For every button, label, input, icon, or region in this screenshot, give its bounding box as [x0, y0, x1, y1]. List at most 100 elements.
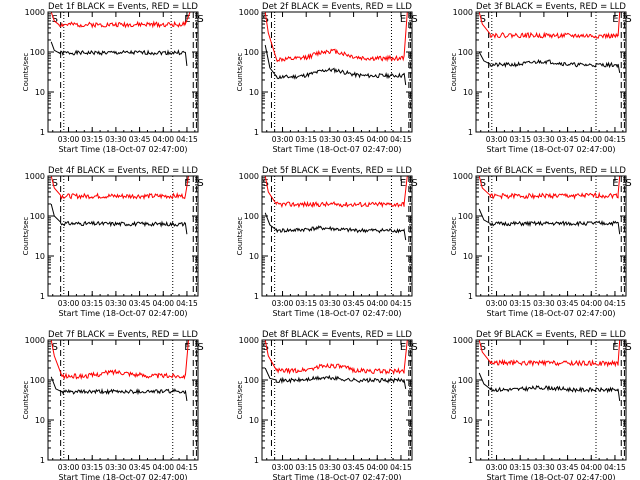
marker-e-label: E: [400, 14, 406, 25]
events-series-line: [50, 376, 188, 401]
events-series-line: [264, 212, 407, 241]
x-tick-label: 04:15: [390, 135, 412, 144]
x-tick-label: 03:00: [272, 463, 294, 472]
y-tick-label: 10: [463, 88, 473, 97]
detector-panel-8: Det 8f BLACK = Events, RED = LLD 1 10 100 10…: [236, 330, 418, 480]
x-tick-label: 04:00: [152, 463, 174, 472]
x-tick-label: 03:45: [129, 463, 151, 472]
x-tick-label: 03:30: [319, 463, 341, 472]
y-axis-label: Counts/sec: [22, 53, 30, 92]
lld-series-line: [264, 176, 408, 209]
y-tick-label: 10: [249, 88, 259, 97]
lld-series-line: [478, 176, 621, 200]
y-axis-label: Counts/sec: [236, 53, 244, 92]
y-axis-label: Counts/sec: [450, 53, 458, 92]
y-tick-label: 1: [468, 292, 473, 301]
y-tick-label: 1000: [239, 172, 259, 181]
x-tick-label: 03:15: [295, 299, 317, 308]
x-tick-label: 04:00: [580, 135, 602, 144]
y-tick-label: 100: [458, 376, 473, 385]
x-tick-label: 03:15: [509, 463, 531, 472]
lld-series-line: [50, 12, 191, 29]
y-axis-label: Counts/sec: [22, 217, 30, 256]
panel-title: Det 6f BLACK = Events, RED = LLD: [476, 166, 626, 176]
x-axis-label: Start Time (18-Oct-07 02:47:00): [58, 473, 187, 480]
lld-series-line: [264, 12, 408, 63]
x-axis-label: Start Time (18-Oct-07 02:47:00): [272, 145, 401, 154]
x-tick-label: 03:00: [272, 299, 294, 308]
y-tick-label: 1000: [25, 336, 45, 345]
y-axis-label: Counts/sec: [236, 217, 244, 256]
x-tick-label: 04:15: [604, 463, 626, 472]
x-tick-label: 03:45: [129, 299, 151, 308]
x-axis-label: Start Time (18-Oct-07 02:47:00): [272, 309, 401, 318]
x-tick-label: 03:45: [343, 299, 365, 308]
events-series-line: [478, 51, 621, 73]
marker-e-label: E: [612, 178, 618, 189]
marker-s-label: S: [262, 178, 268, 189]
y-tick-label: 1: [40, 128, 45, 137]
plot-frame: [261, 339, 413, 461]
lld-series-line: [264, 340, 408, 376]
plot-frame: [475, 175, 627, 297]
x-tick-label: 04:00: [580, 463, 602, 472]
panel-title: Det 4f BLACK = Events, RED = LLD: [48, 166, 198, 176]
y-tick-label: 100: [244, 48, 259, 57]
x-tick-label: 04:15: [390, 463, 412, 472]
y-tick-label: 100: [244, 376, 259, 385]
y-tick-label: 1000: [239, 336, 259, 345]
x-tick-label: 03:00: [58, 463, 80, 472]
y-tick-label: 1000: [25, 172, 45, 181]
y-tick-label: 10: [463, 252, 473, 261]
detector-panel-1: Det 1f BLACK = Events, RED = LLD 1 10 100 10…: [22, 2, 204, 154]
y-tick-label: 10: [463, 416, 473, 425]
x-tick-label: 04:15: [604, 299, 626, 308]
x-tick-label: 03:00: [486, 135, 508, 144]
y-tick-label: 1: [40, 456, 45, 465]
y-tick-label: 10: [249, 252, 259, 261]
panel-title: Det 3f BLACK = Events, RED = LLD: [476, 2, 626, 12]
x-tick-label: 03:45: [343, 135, 365, 144]
plot-frame: [261, 11, 413, 133]
x-tick-label: 04:15: [176, 463, 198, 472]
x-tick-label: 03:15: [81, 135, 103, 144]
detector-panel-3: Det 3f BLACK = Events, RED = LLD 1 10 100 10…: [450, 2, 632, 154]
y-axis-label: Counts/sec: [22, 381, 30, 420]
marker-s-label: S: [411, 178, 417, 189]
marker-s-label: S: [411, 342, 417, 353]
y-tick-label: 1: [468, 128, 473, 137]
x-tick-label: 04:00: [366, 299, 388, 308]
marker-s-label: S: [262, 14, 268, 25]
x-tick-label: 04:00: [366, 463, 388, 472]
y-axis-label: Counts/sec: [450, 217, 458, 256]
x-tick-label: 04:15: [176, 135, 198, 144]
marker-s-label: S: [197, 342, 203, 353]
panel-title: Det 2f BLACK = Events, RED = LLD: [262, 2, 412, 12]
marker-s-label: S: [625, 342, 631, 353]
panel-title: Det 1f BLACK = Events, RED = LLD: [48, 2, 198, 12]
y-axis-label: Counts/sec: [236, 381, 244, 420]
events-series-line: [264, 44, 407, 86]
marker-s-label: S: [197, 14, 203, 25]
x-axis-label: Start Time (18-Oct-07 02:47:00): [486, 145, 615, 154]
plot-frame: [47, 11, 199, 133]
panel-title: Det 5f BLACK = Events, RED = LLD: [262, 166, 412, 176]
x-tick-label: 04:00: [580, 299, 602, 308]
x-tick-label: 03:45: [343, 463, 365, 472]
y-tick-label: 100: [458, 212, 473, 221]
x-axis-label: Start Time (18-Oct-07 02:47:00): [486, 473, 615, 480]
y-tick-label: 10: [249, 416, 259, 425]
x-tick-label: 03:45: [557, 463, 579, 472]
panel-title: Det 8f BLACK = Events, RED = LLD: [262, 330, 412, 340]
x-tick-label: 03:00: [58, 299, 80, 308]
events-series-line: [478, 372, 621, 401]
x-tick-label: 03:30: [319, 135, 341, 144]
plot-frame: [47, 175, 199, 297]
x-tick-label: 03:15: [81, 463, 103, 472]
lld-series-line: [478, 12, 621, 40]
y-tick-label: 10: [35, 416, 45, 425]
lld-series-line: [50, 176, 189, 201]
y-tick-label: 1: [254, 292, 259, 301]
marker-e-label: E: [400, 342, 406, 353]
y-tick-label: 100: [30, 48, 45, 57]
